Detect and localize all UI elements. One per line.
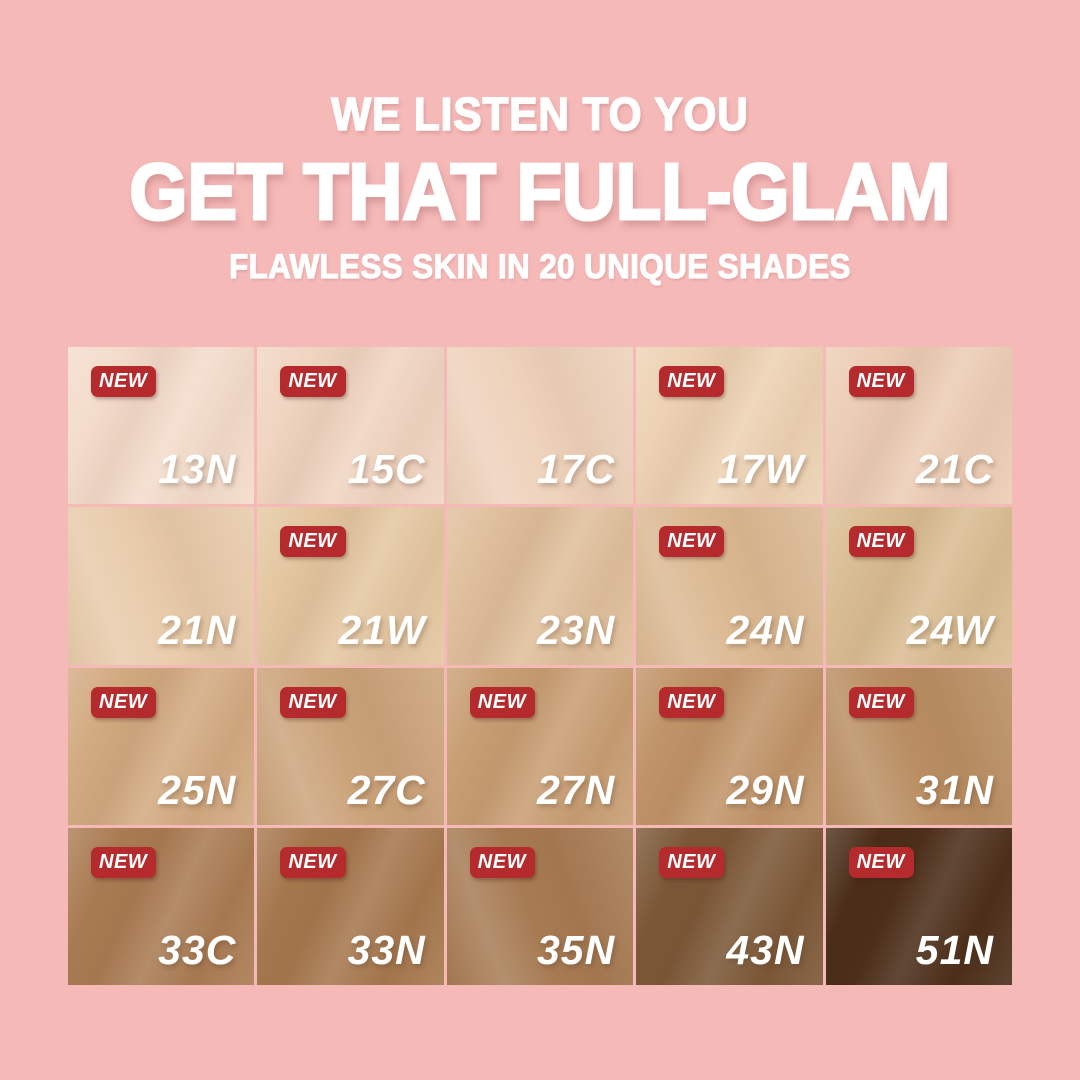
new-badge: NEW (280, 366, 346, 397)
shade-swatch-24W: NEW 24W (825, 507, 1012, 665)
new-badge: NEW (848, 526, 914, 558)
shade-swatch-15C: NEW 15C (257, 347, 444, 505)
shade-label: 51N (915, 927, 994, 973)
shade-grid: NEW 13N NEW 15C NEW 17C NEW 17W NEW 21C … (68, 347, 1012, 985)
shade-label: 27C (347, 766, 426, 813)
new-badge: NEW (848, 686, 914, 718)
new-badge: NEW (659, 846, 725, 878)
new-badge: NEW (848, 846, 914, 878)
shade-label: 24N (726, 606, 805, 653)
new-badge: NEW (659, 686, 725, 718)
shade-label: 21W (338, 606, 426, 653)
shade-label: 29N (726, 766, 805, 813)
shade-swatch-25N: NEW 25N (68, 667, 255, 825)
shade-label: 17C (536, 446, 616, 493)
new-badge: NEW (280, 686, 346, 718)
shade-swatch-51N: NEW 51N (825, 827, 1012, 985)
shade-label: 13N (158, 446, 237, 493)
shade-swatch-31N: NEW 31N (825, 667, 1012, 825)
shade-label: 23N (536, 606, 616, 653)
shade-label: 24W (906, 606, 994, 653)
new-badge: NEW (659, 366, 725, 397)
shade-label: 31N (915, 766, 994, 813)
headline-top: WE LISTEN TO YOU (330, 88, 749, 140)
shade-swatch-21C: NEW 21C (825, 347, 1012, 505)
subheadline: FLAWLESS SKIN IN 20 UNIQUE SHADES (229, 248, 851, 286)
new-badge: NEW (469, 846, 535, 878)
shade-label: 21C (915, 446, 994, 493)
shade-swatch-33C: NEW 33C (68, 827, 255, 985)
new-badge: NEW (659, 526, 725, 558)
shade-label: 33N (347, 927, 426, 973)
shade-swatch-17C: NEW 17C (446, 347, 634, 505)
new-badge: NEW (280, 526, 346, 558)
shade-label: 33C (158, 927, 237, 973)
new-badge: NEW (91, 686, 157, 718)
shade-swatch-43N: NEW 43N (636, 827, 823, 985)
new-badge: NEW (848, 366, 914, 397)
headline-main: GET THAT FULL-GLAM (128, 147, 952, 236)
shade-label: 27N (536, 766, 616, 813)
shade-label: 35N (536, 927, 616, 973)
shade-label: 25N (158, 766, 237, 813)
new-badge: NEW (280, 846, 346, 878)
shade-swatch-33N: NEW 33N (257, 827, 444, 985)
shade-label: 17W (717, 446, 805, 493)
shade-swatch-24N: NEW 24N (636, 507, 823, 665)
shade-swatch-13N: NEW 13N (68, 347, 255, 505)
shade-swatch-17W: NEW 17W (636, 347, 823, 505)
shade-swatch-21N: NEW 21N (68, 507, 255, 665)
shade-swatch-23N: NEW 23N (446, 507, 634, 665)
new-badge: NEW (469, 686, 535, 718)
shade-swatch-35N: NEW 35N (446, 827, 634, 985)
shade-swatch-29N: NEW 29N (636, 667, 823, 825)
new-badge: NEW (91, 846, 157, 878)
shade-label: 21N (158, 606, 237, 653)
shade-swatch-27N: NEW 27N (446, 667, 634, 825)
new-badge: NEW (91, 366, 157, 397)
header: WE LISTEN TO YOU GET THAT FULL-GLAM FLAW… (0, 0, 1080, 284)
shade-label: 15C (347, 446, 426, 493)
shade-swatch-27C: NEW 27C (257, 667, 444, 825)
shade-swatch-21W: NEW 21W (257, 507, 444, 665)
shade-label: 43N (726, 927, 805, 973)
